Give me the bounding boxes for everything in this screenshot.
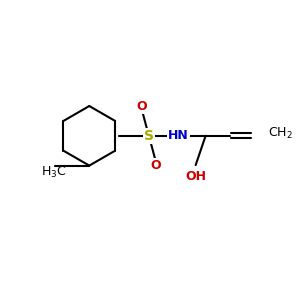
Text: OH: OH [185,170,206,184]
Text: HN: HN [168,129,189,142]
Text: O: O [136,100,147,112]
Text: H$_3$C: H$_3$C [41,165,67,180]
Text: CH$_2$: CH$_2$ [268,125,293,140]
Text: S: S [144,129,154,143]
Text: O: O [151,159,161,172]
